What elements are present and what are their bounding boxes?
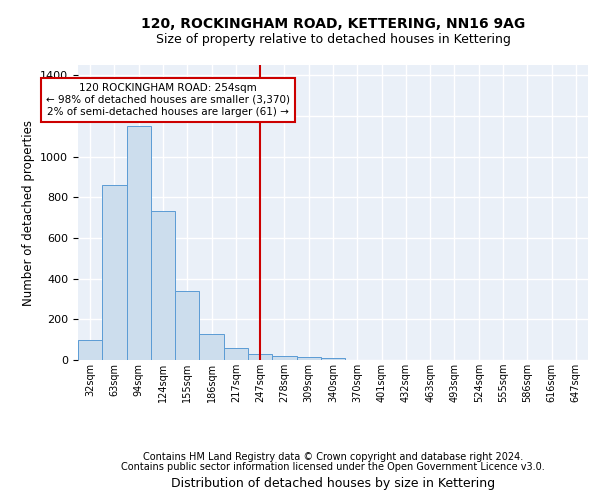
Bar (175, 291, 199, 360)
Text: 120 ROCKINGHAM ROAD: 254sqm
← 98% of detached houses are smaller (3,370)
2% of s: 120 ROCKINGHAM ROAD: 254sqm ← 98% of det… (46, 84, 290, 116)
Text: 120, ROCKINGHAM ROAD, KETTERING, NN16 9AG: 120, ROCKINGHAM ROAD, KETTERING, NN16 9A… (141, 18, 525, 32)
Bar (78, 340, 102, 360)
Text: Contains HM Land Registry data © Crown copyright and database right 2024.: Contains HM Land Registry data © Crown c… (143, 452, 523, 462)
Bar (296, 357, 321, 360)
Bar (127, 126, 151, 360)
Bar (151, 212, 175, 360)
Bar (224, 348, 248, 360)
Bar (248, 354, 272, 360)
Bar (199, 334, 224, 360)
Bar (102, 185, 127, 360)
Text: Distribution of detached houses by size in Kettering: Distribution of detached houses by size … (171, 477, 495, 490)
Text: Contains public sector information licensed under the Open Government Licence v3: Contains public sector information licen… (121, 462, 545, 471)
Bar (321, 358, 345, 360)
Text: Size of property relative to detached houses in Kettering: Size of property relative to detached ho… (155, 32, 511, 46)
Y-axis label: Number of detached properties: Number of detached properties (22, 120, 35, 306)
Bar (272, 356, 296, 360)
